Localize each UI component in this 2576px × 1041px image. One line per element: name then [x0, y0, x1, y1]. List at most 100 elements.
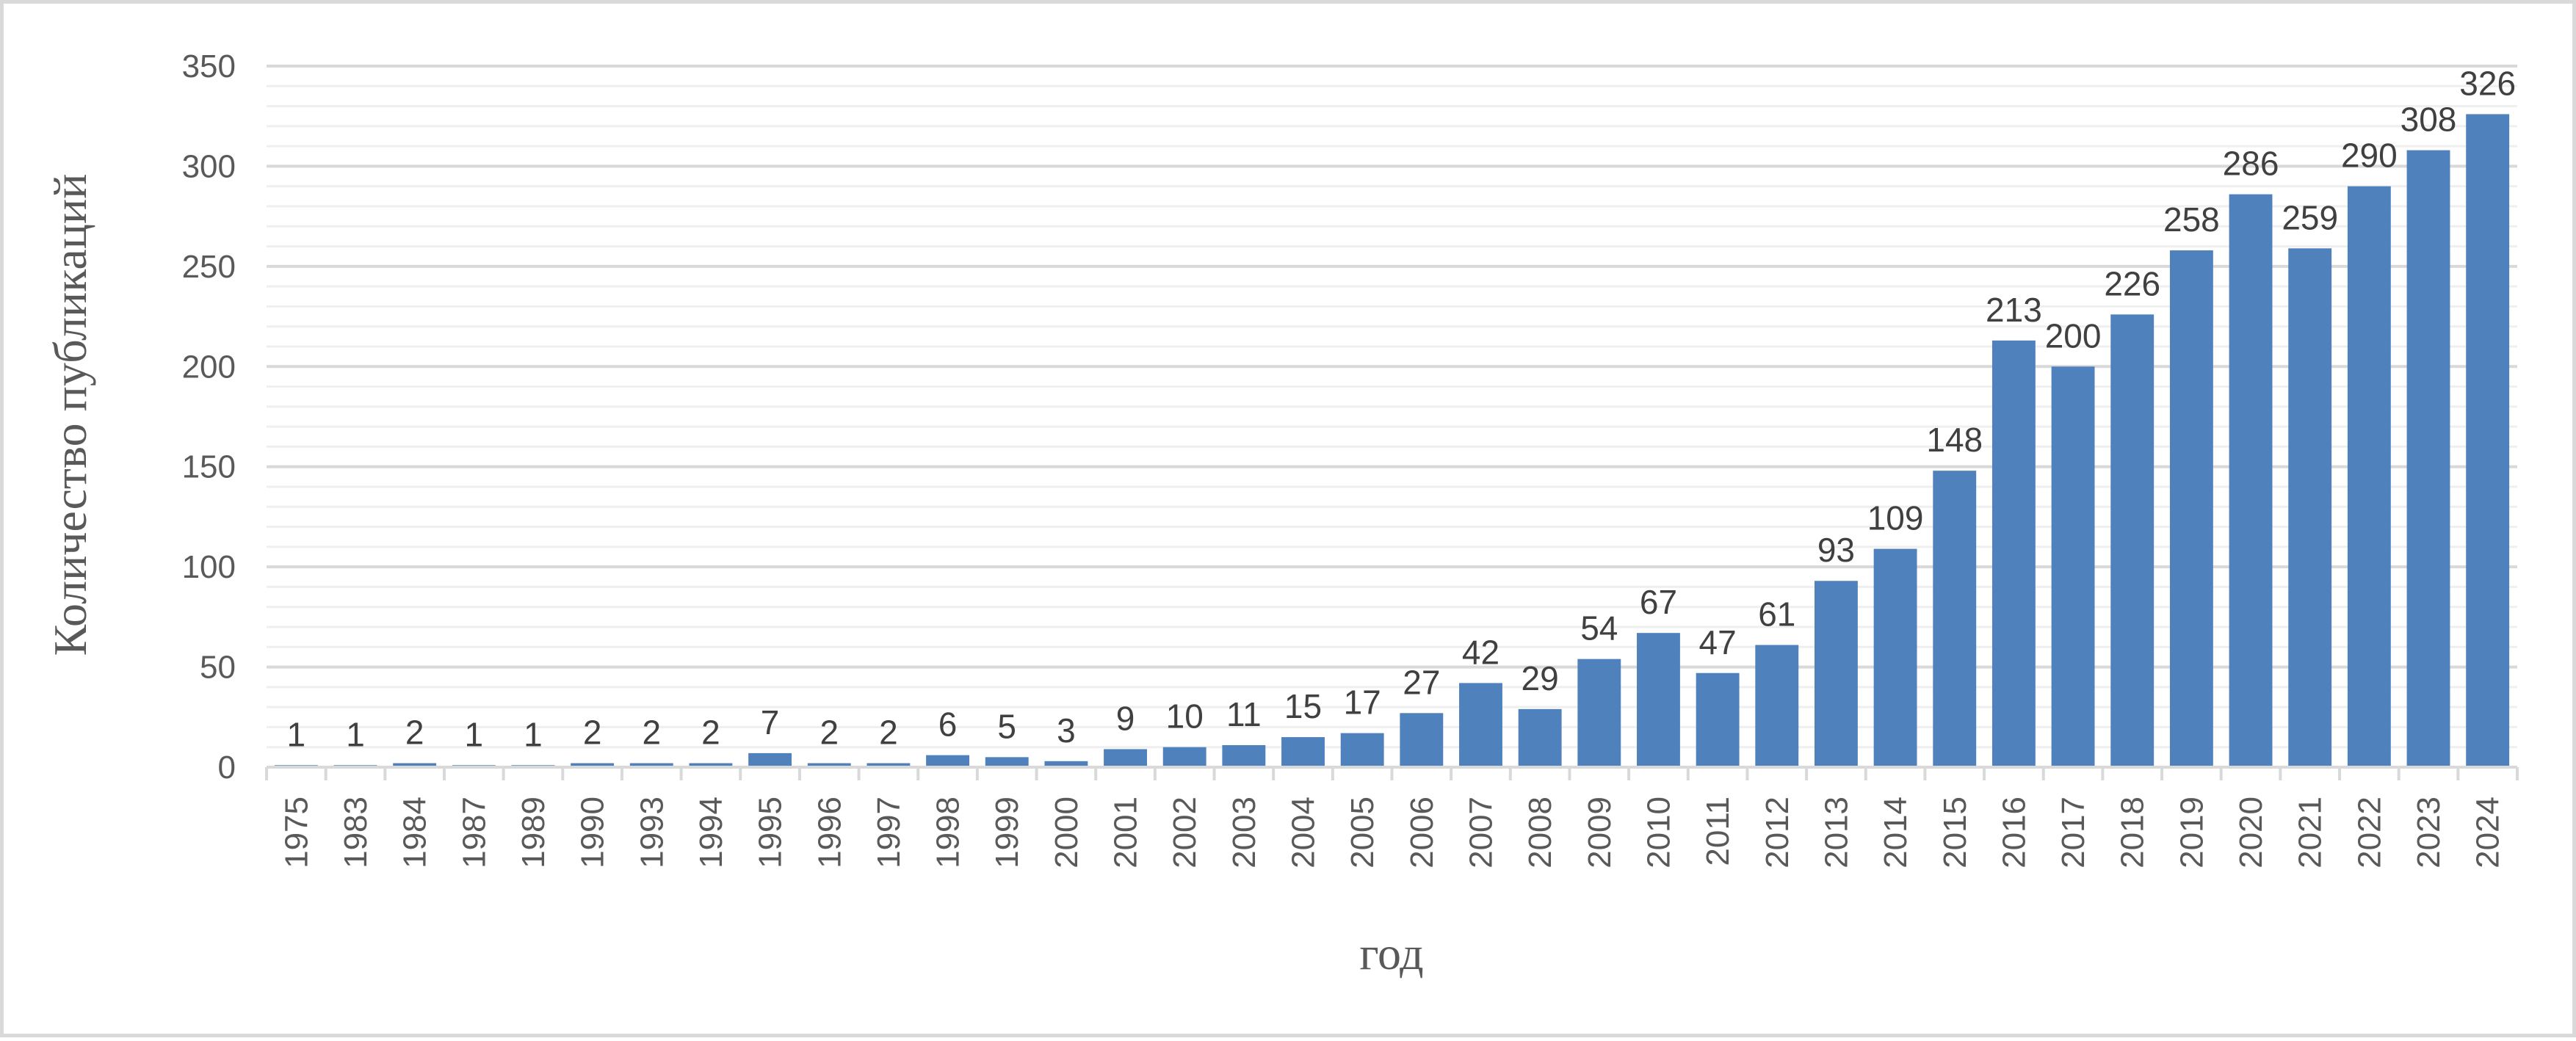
x-tick-label: 1983 — [338, 797, 374, 868]
bar-2005 — [1340, 733, 1384, 767]
data-label-2004: 15 — [1284, 687, 1322, 725]
bar-2016 — [1991, 340, 2036, 767]
x-tick-label: 2009 — [1582, 797, 1618, 868]
x-tick-label: 2015 — [1937, 797, 1973, 868]
bar-2001 — [1104, 749, 1147, 767]
data-label-2012: 61 — [1758, 595, 1795, 634]
x-tick-label: 2021 — [2293, 797, 2329, 868]
x-tick-label: 1987 — [456, 797, 492, 868]
x-tick-label: 2007 — [1463, 797, 1499, 868]
data-label-2003: 11 — [1226, 695, 1262, 733]
x-tick-label: 2019 — [2174, 797, 2210, 868]
data-label-2017: 200 — [2045, 316, 2102, 355]
data-label-2015: 148 — [1926, 421, 1983, 459]
y-tick-label: 0 — [218, 750, 236, 786]
bar-2017 — [2051, 366, 2095, 767]
y-tick-label: 350 — [182, 48, 236, 84]
x-tick-label: 2004 — [1286, 797, 1322, 868]
x-tick-label: 1984 — [397, 797, 433, 868]
x-tick-label: 1993 — [634, 797, 670, 868]
x-tick-label: 2024 — [2470, 797, 2506, 868]
bar-2004 — [1281, 737, 1325, 767]
y-axis: 0 50 100 150 200 250 300 350 — [182, 48, 236, 786]
y-tick-label: 250 — [182, 249, 236, 285]
bar-2020 — [2229, 194, 2273, 768]
data-label-2014: 109 — [1867, 499, 1924, 537]
x-tick-label: 1995 — [753, 797, 789, 868]
bar-2012 — [1755, 645, 1799, 767]
y-tick-label: 150 — [182, 449, 236, 485]
x-tick-label: 2018 — [2115, 797, 2151, 868]
data-label-1994: 2 — [701, 714, 720, 752]
bar-2013 — [1814, 581, 1858, 767]
x-tick-label: 2002 — [1167, 797, 1203, 868]
bar-1994 — [689, 763, 733, 767]
x-tick-label: 2006 — [1404, 797, 1440, 868]
y-tick-label: 200 — [182, 349, 236, 385]
bar-2015 — [1933, 471, 1977, 767]
bar-1999 — [985, 757, 1029, 767]
bar-1984 — [393, 763, 437, 767]
y-tick-label: 50 — [200, 650, 236, 686]
x-tick-label: 2014 — [1878, 797, 1914, 868]
bar-chart: 1 1 2 1 1 2 2 2 7 2 2 6 5 3 9 10 11 15 1727422954674761931… — [44, 48, 2519, 979]
bar-2000 — [1044, 761, 1088, 767]
x-tick-label: 2017 — [2055, 797, 2091, 868]
data-label-1983: 1 — [346, 715, 365, 753]
x-axis-title: год — [1359, 927, 1423, 979]
bar-1996 — [807, 763, 851, 767]
bar-2018 — [2110, 314, 2154, 767]
x-tick-label: 2001 — [1108, 797, 1144, 868]
bar-2010 — [1637, 633, 1680, 767]
data-label-2009: 54 — [1580, 609, 1618, 648]
x-tick-label: 2008 — [1522, 797, 1558, 868]
data-label-1999: 5 — [997, 707, 1016, 745]
y-axis-title: Количество публикаций — [44, 173, 96, 656]
data-label-2008: 29 — [1522, 659, 1559, 697]
x-tick-label: 2000 — [1049, 797, 1085, 868]
x-tick-label: 2005 — [1345, 797, 1381, 868]
data-label-2024: 326 — [2459, 64, 2516, 102]
bar-2019 — [2169, 250, 2213, 767]
data-label-1996: 2 — [820, 714, 839, 752]
x-tick-label: 1975 — [278, 797, 314, 868]
bar-1997 — [866, 763, 911, 767]
data-label-2016: 213 — [1986, 291, 2042, 329]
data-label-2002: 10 — [1166, 697, 1204, 736]
x-axis: 1975 1983 1984 1987 1989 1990 1993 1994 1995 1996… — [265, 766, 2519, 868]
data-label-2010: 67 — [1640, 583, 1677, 621]
y-tick-label: 300 — [182, 148, 236, 184]
data-label-1997: 2 — [879, 714, 898, 752]
bar-2007 — [1459, 683, 1502, 767]
bars — [274, 114, 2510, 768]
data-label-1987: 1 — [465, 715, 484, 753]
bar-2024 — [2466, 114, 2510, 767]
x-tick-label: 1998 — [930, 797, 966, 868]
data-label-2022: 290 — [2341, 137, 2398, 175]
data-label-2021: 259 — [2282, 198, 2338, 236]
x-tick-label: 2020 — [2233, 797, 2269, 868]
bar-2022 — [2347, 186, 2391, 767]
x-tick-label: 1999 — [989, 797, 1025, 868]
data-label-2013: 93 — [1817, 531, 1855, 569]
data-label-2000: 3 — [1057, 711, 1076, 750]
x-tick-label: 1989 — [515, 797, 551, 868]
data-label-1990: 2 — [583, 714, 602, 752]
data-label-2001: 9 — [1116, 699, 1135, 737]
data-label-1995: 7 — [761, 703, 780, 741]
x-tick-label: 1994 — [693, 797, 729, 868]
bar-1990 — [571, 763, 615, 767]
bar-1993 — [629, 763, 673, 767]
data-label-1984: 2 — [405, 714, 424, 752]
bar-2006 — [1400, 713, 1444, 767]
data-label-1993: 2 — [642, 714, 661, 752]
data-label-2006: 27 — [1403, 663, 1440, 701]
bar-2023 — [2406, 150, 2450, 768]
data-label-1998: 6 — [938, 706, 958, 744]
data-label-2019: 258 — [2163, 200, 2220, 239]
x-tick-label: 2023 — [2411, 797, 2447, 868]
y-tick-label: 100 — [182, 549, 236, 585]
bar-2009 — [1577, 659, 1621, 767]
x-tick-label: 1996 — [811, 797, 847, 868]
